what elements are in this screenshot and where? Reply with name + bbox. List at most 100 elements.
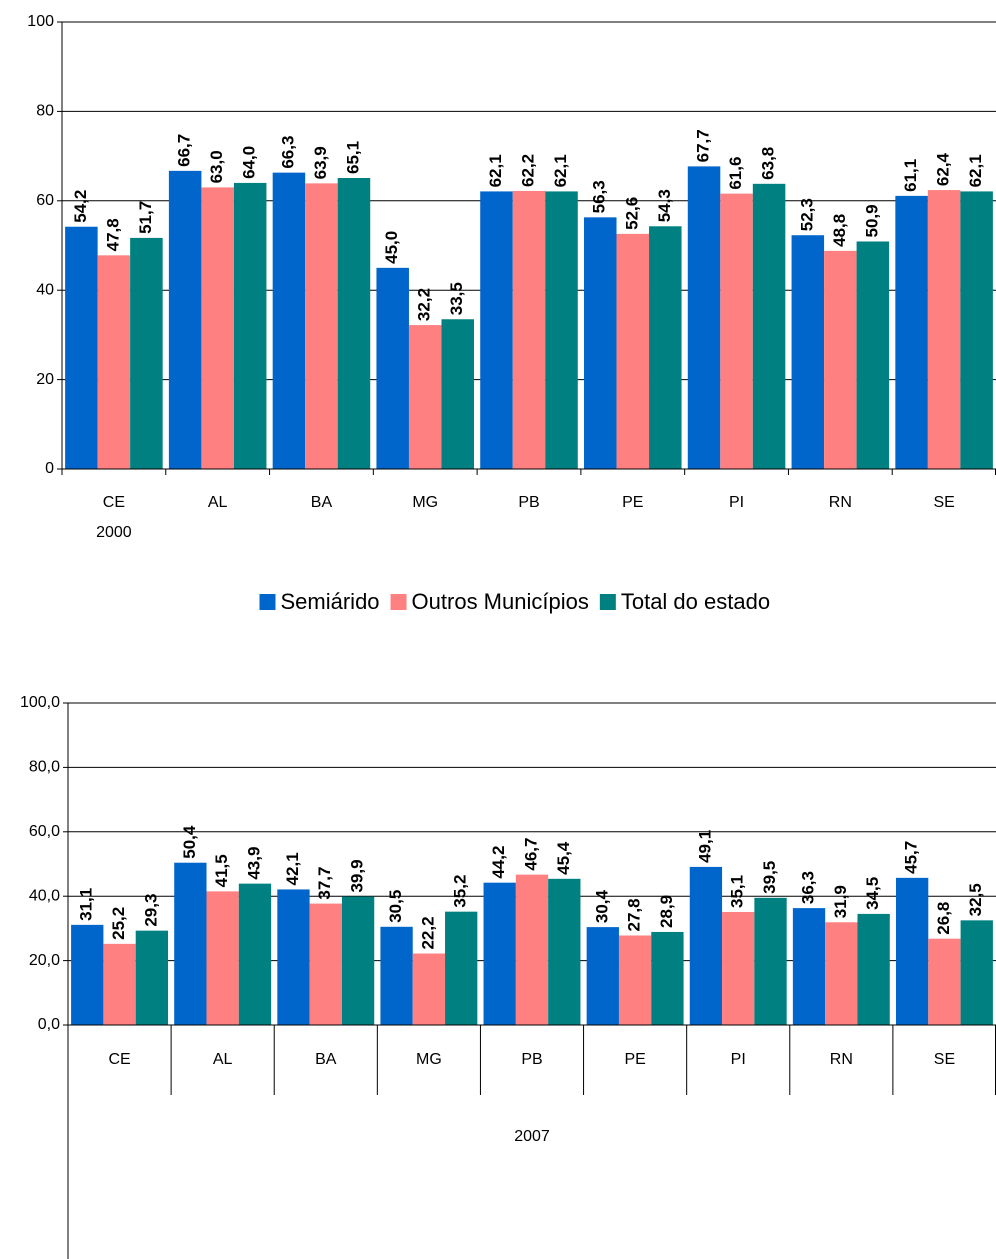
bar [277, 889, 310, 1025]
value-label: 39,5 [760, 861, 779, 894]
x-tick-label: RN [829, 494, 852, 511]
bar [895, 877, 929, 1025]
value-label: 25,2 [109, 907, 128, 940]
bar [97, 255, 131, 469]
bar [927, 190, 961, 469]
bar [960, 920, 993, 1025]
bar [689, 866, 723, 1025]
bar [376, 267, 409, 469]
value-label: 45,4 [554, 841, 573, 875]
bar [309, 903, 342, 1025]
y-tick-label: 40,0 [29, 887, 60, 904]
x-tick-label: MG [416, 1051, 442, 1068]
x-tick-label: SE [933, 494, 954, 511]
bar [928, 938, 961, 1025]
bar [722, 911, 755, 1025]
bar [238, 883, 272, 1025]
value-label: 65,1 [343, 141, 362, 174]
bar [792, 908, 826, 1025]
bar [168, 170, 202, 469]
bar [206, 891, 239, 1025]
y-tick-label: 0 [45, 460, 54, 477]
bar [825, 922, 858, 1025]
bar [135, 930, 169, 1025]
y-tick-label: 100,0 [20, 694, 60, 711]
y-tick-label: 20,0 [29, 952, 60, 969]
value-label: 30,4 [592, 889, 611, 923]
bar [856, 241, 890, 469]
value-label: 29,3 [141, 894, 160, 927]
bar [65, 226, 98, 469]
bar [272, 172, 306, 469]
value-label: 45,0 [382, 231, 401, 264]
bar [649, 226, 682, 469]
y-tick-label: 100 [27, 13, 54, 30]
value-label: 32,5 [966, 883, 985, 916]
value-label: 27,8 [625, 898, 644, 931]
bar [201, 187, 234, 469]
value-label: 62,1 [551, 154, 570, 187]
bar [341, 896, 375, 1025]
bar [305, 183, 338, 469]
legend-label: Total do estado [621, 589, 770, 614]
bar [618, 935, 652, 1025]
bar [512, 190, 546, 469]
bar [586, 927, 619, 1025]
bar [174, 862, 207, 1025]
value-label: 54,2 [71, 190, 90, 223]
y-tick-label: 80,0 [29, 759, 60, 776]
value-label: 61,6 [726, 157, 745, 190]
legend-swatch [599, 594, 616, 610]
value-label: 30,5 [386, 890, 405, 923]
value-label: 44,2 [489, 846, 508, 879]
value-label: 64,0 [240, 146, 259, 179]
bar [752, 183, 786, 469]
y-tick-label: 60,0 [29, 823, 60, 840]
y-tick-label: 80 [36, 103, 54, 120]
value-label: 33,5 [447, 282, 466, 315]
bar [483, 882, 516, 1025]
bar [754, 897, 787, 1025]
value-label: 36,3 [799, 871, 818, 904]
value-label: 28,9 [657, 895, 676, 928]
bar [441, 319, 474, 469]
bar [960, 191, 993, 469]
value-label: 54,3 [655, 189, 674, 222]
value-label: 35,1 [728, 875, 747, 908]
x-group-label: 2000 [96, 524, 132, 541]
x-tick-label: CE [103, 494, 125, 511]
value-label: 52,3 [797, 198, 816, 231]
bar [824, 250, 857, 469]
value-label: 67,7 [694, 129, 713, 162]
value-label: 66,7 [175, 134, 194, 167]
value-label: 22,2 [418, 916, 437, 949]
x-tick-label: AL [208, 494, 228, 511]
bar [337, 178, 371, 470]
bar [515, 874, 549, 1025]
bar [103, 943, 136, 1025]
bar [651, 931, 684, 1025]
x-tick-label: BA [311, 494, 333, 511]
value-label: 39,9 [348, 859, 367, 892]
value-label: 46,7 [521, 838, 540, 871]
bar [380, 926, 413, 1025]
x-tick-label: PI [729, 494, 744, 511]
x-tick-label: PI [731, 1051, 746, 1068]
bar [71, 924, 104, 1025]
bar [791, 235, 825, 469]
x-tick-label: MG [412, 494, 438, 511]
x-tick-label: RN [830, 1051, 853, 1068]
bar [895, 195, 928, 469]
value-label: 48,8 [830, 214, 849, 247]
value-label: 50,4 [180, 825, 199, 859]
bar [687, 166, 721, 470]
value-label: 62,2 [518, 154, 537, 187]
value-label: 63,8 [759, 147, 778, 180]
value-label: 62,1 [486, 154, 505, 187]
value-label: 31,9 [831, 885, 850, 918]
bar [233, 182, 267, 470]
y-tick-label: 40 [36, 281, 54, 298]
x-tick-label: BA [315, 1051, 337, 1068]
bar [720, 193, 753, 469]
x-group-label: 2007 [514, 1128, 550, 1145]
